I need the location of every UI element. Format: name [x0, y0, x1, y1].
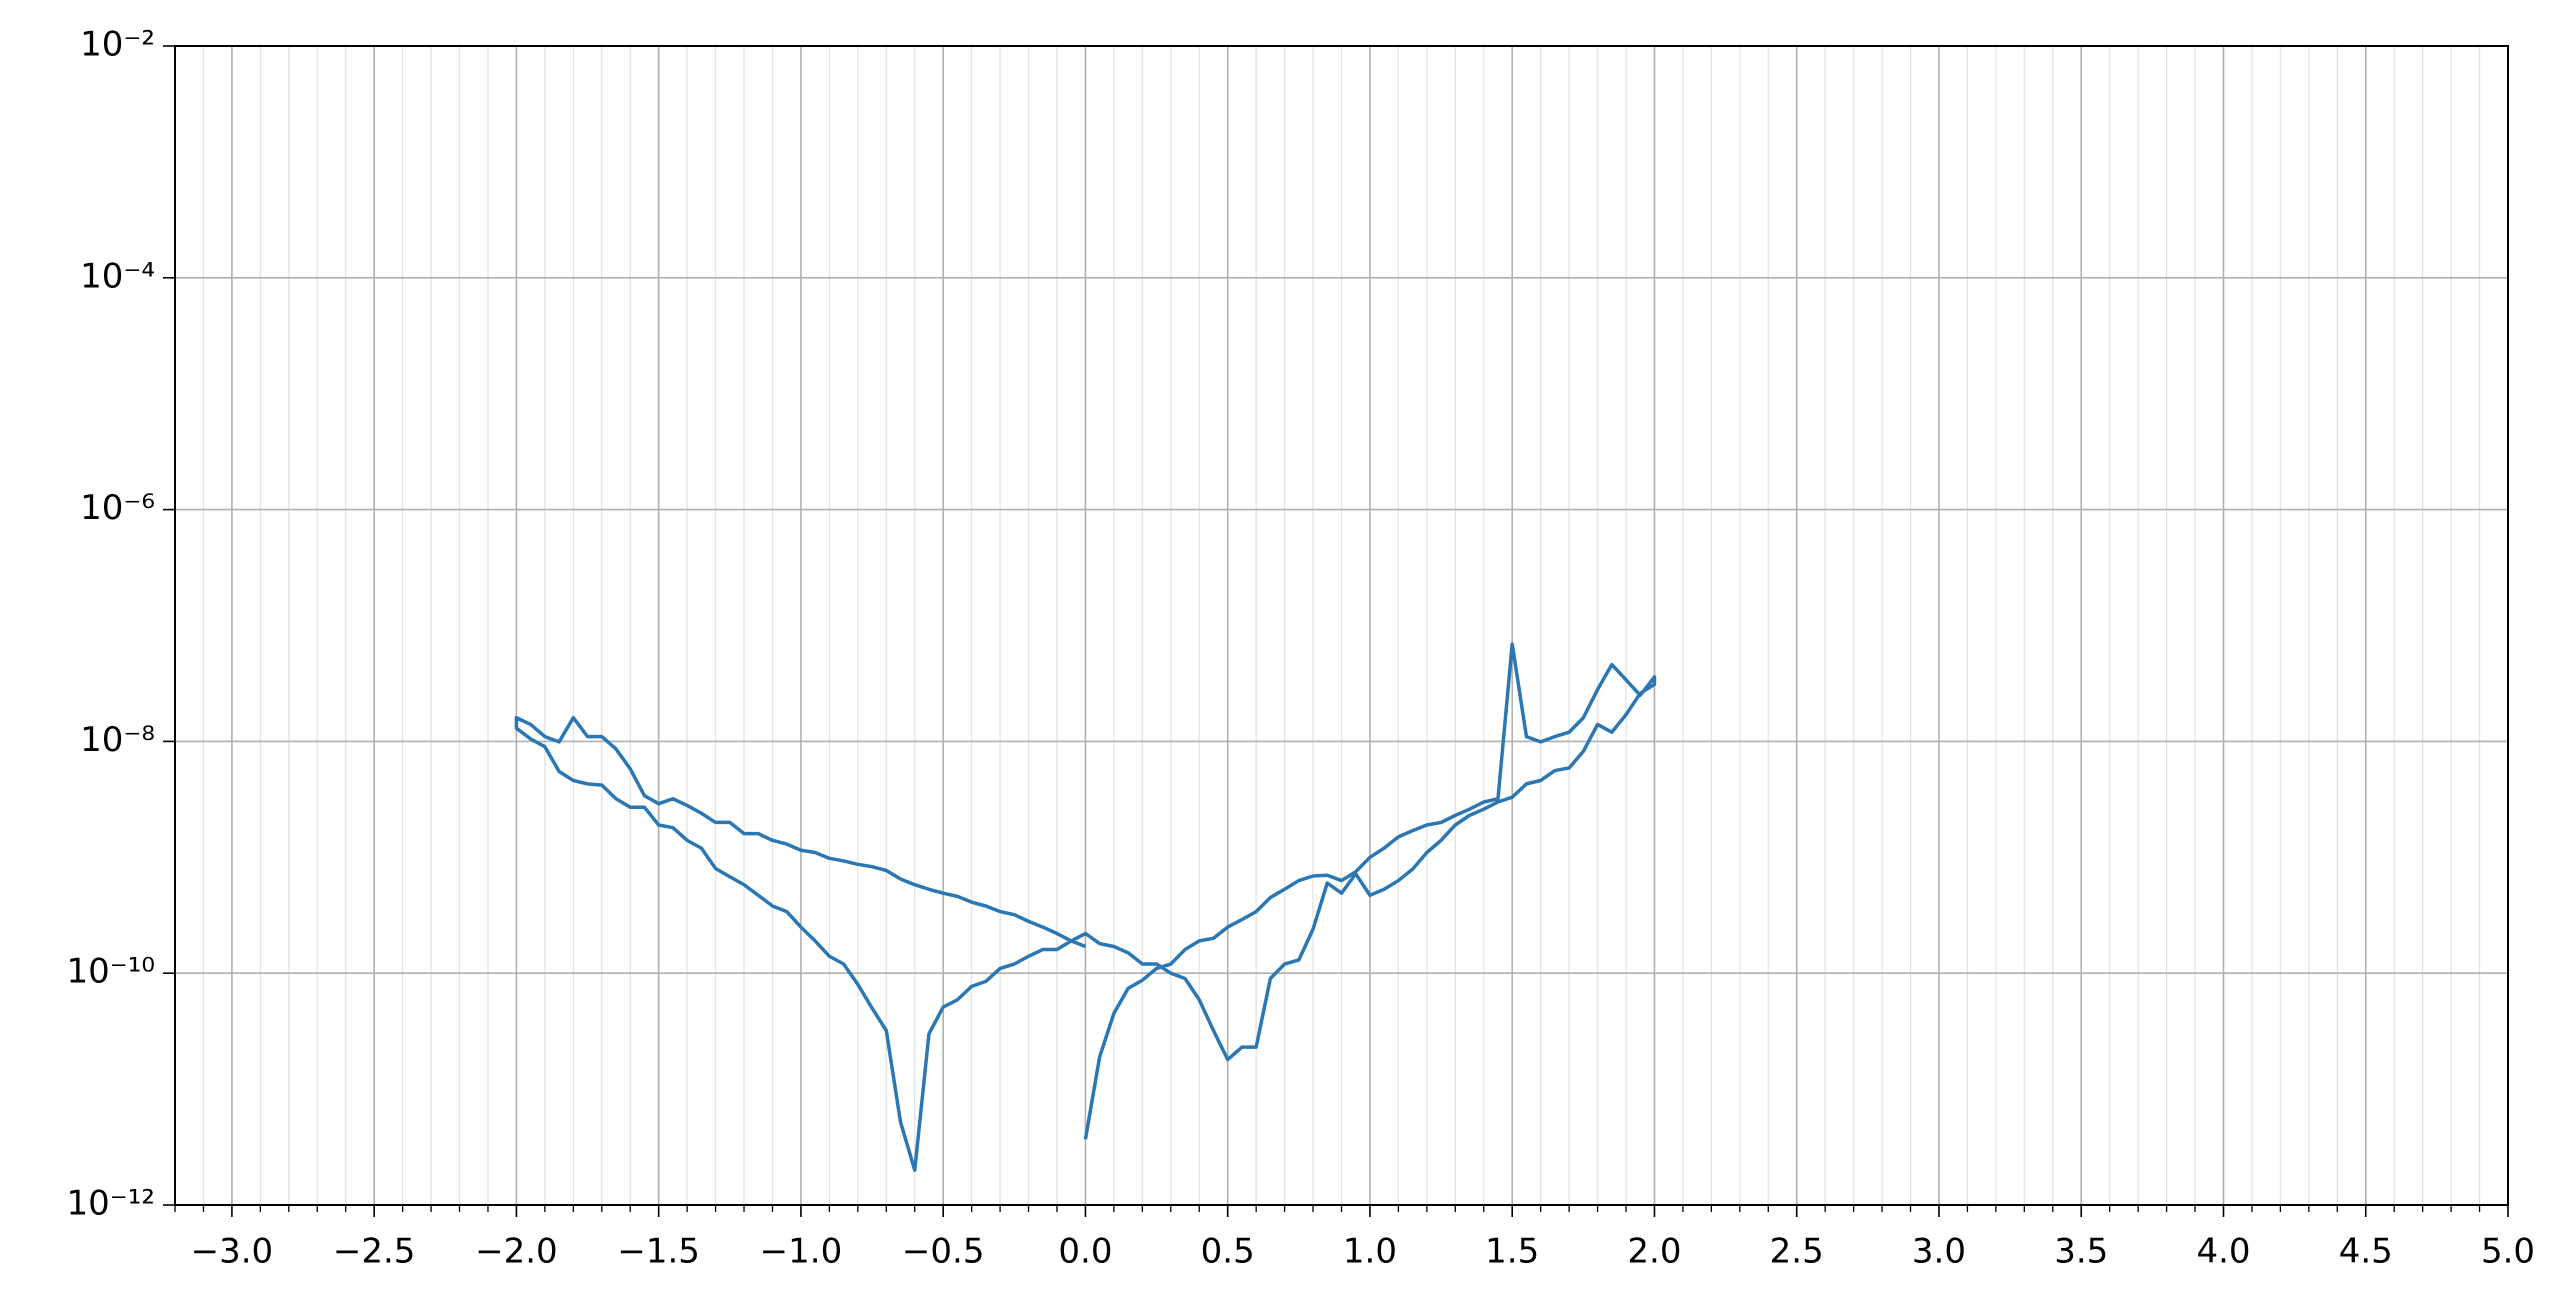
plot-frame: [174, 45, 2509, 1206]
y-tick-label: 10⁻¹⁰: [67, 952, 155, 992]
y-tick-label: 10⁻⁴: [80, 256, 155, 296]
x-tick-label: 0.0: [1058, 1232, 1112, 1272]
y-tick-label: 10⁻⁸: [80, 720, 155, 760]
x-tick-label: 2.0: [1627, 1232, 1681, 1272]
x-tick-label: 1.5: [1485, 1232, 1539, 1272]
x-tick-label: −0.5: [902, 1232, 985, 1272]
x-tick-label: 3.0: [1912, 1232, 1966, 1272]
y-tick-label: 10⁻⁶: [80, 488, 155, 528]
x-tick-label: 1.0: [1343, 1232, 1397, 1272]
x-tick-label: 4.5: [2339, 1232, 2393, 1272]
x-tick-label: −1.5: [617, 1232, 700, 1272]
x-tick-label: −1.0: [760, 1232, 843, 1272]
data-line: [514, 642, 1657, 1172]
x-tick-label: 0.5: [1201, 1232, 1255, 1272]
y-tick-label: 10⁻¹²: [67, 1184, 155, 1224]
x-tick-label: 3.5: [2054, 1232, 2108, 1272]
y-tick-label: 10⁻²: [80, 25, 155, 65]
x-tick-label: 4.0: [2196, 1232, 2250, 1272]
x-tick-label: −3.0: [191, 1232, 274, 1272]
x-tick-label: −2.5: [333, 1232, 416, 1272]
x-tick-label: 5.0: [2481, 1232, 2535, 1272]
x-tick-label: 2.5: [1770, 1232, 1824, 1272]
x-tick-label: −2.0: [475, 1232, 558, 1272]
